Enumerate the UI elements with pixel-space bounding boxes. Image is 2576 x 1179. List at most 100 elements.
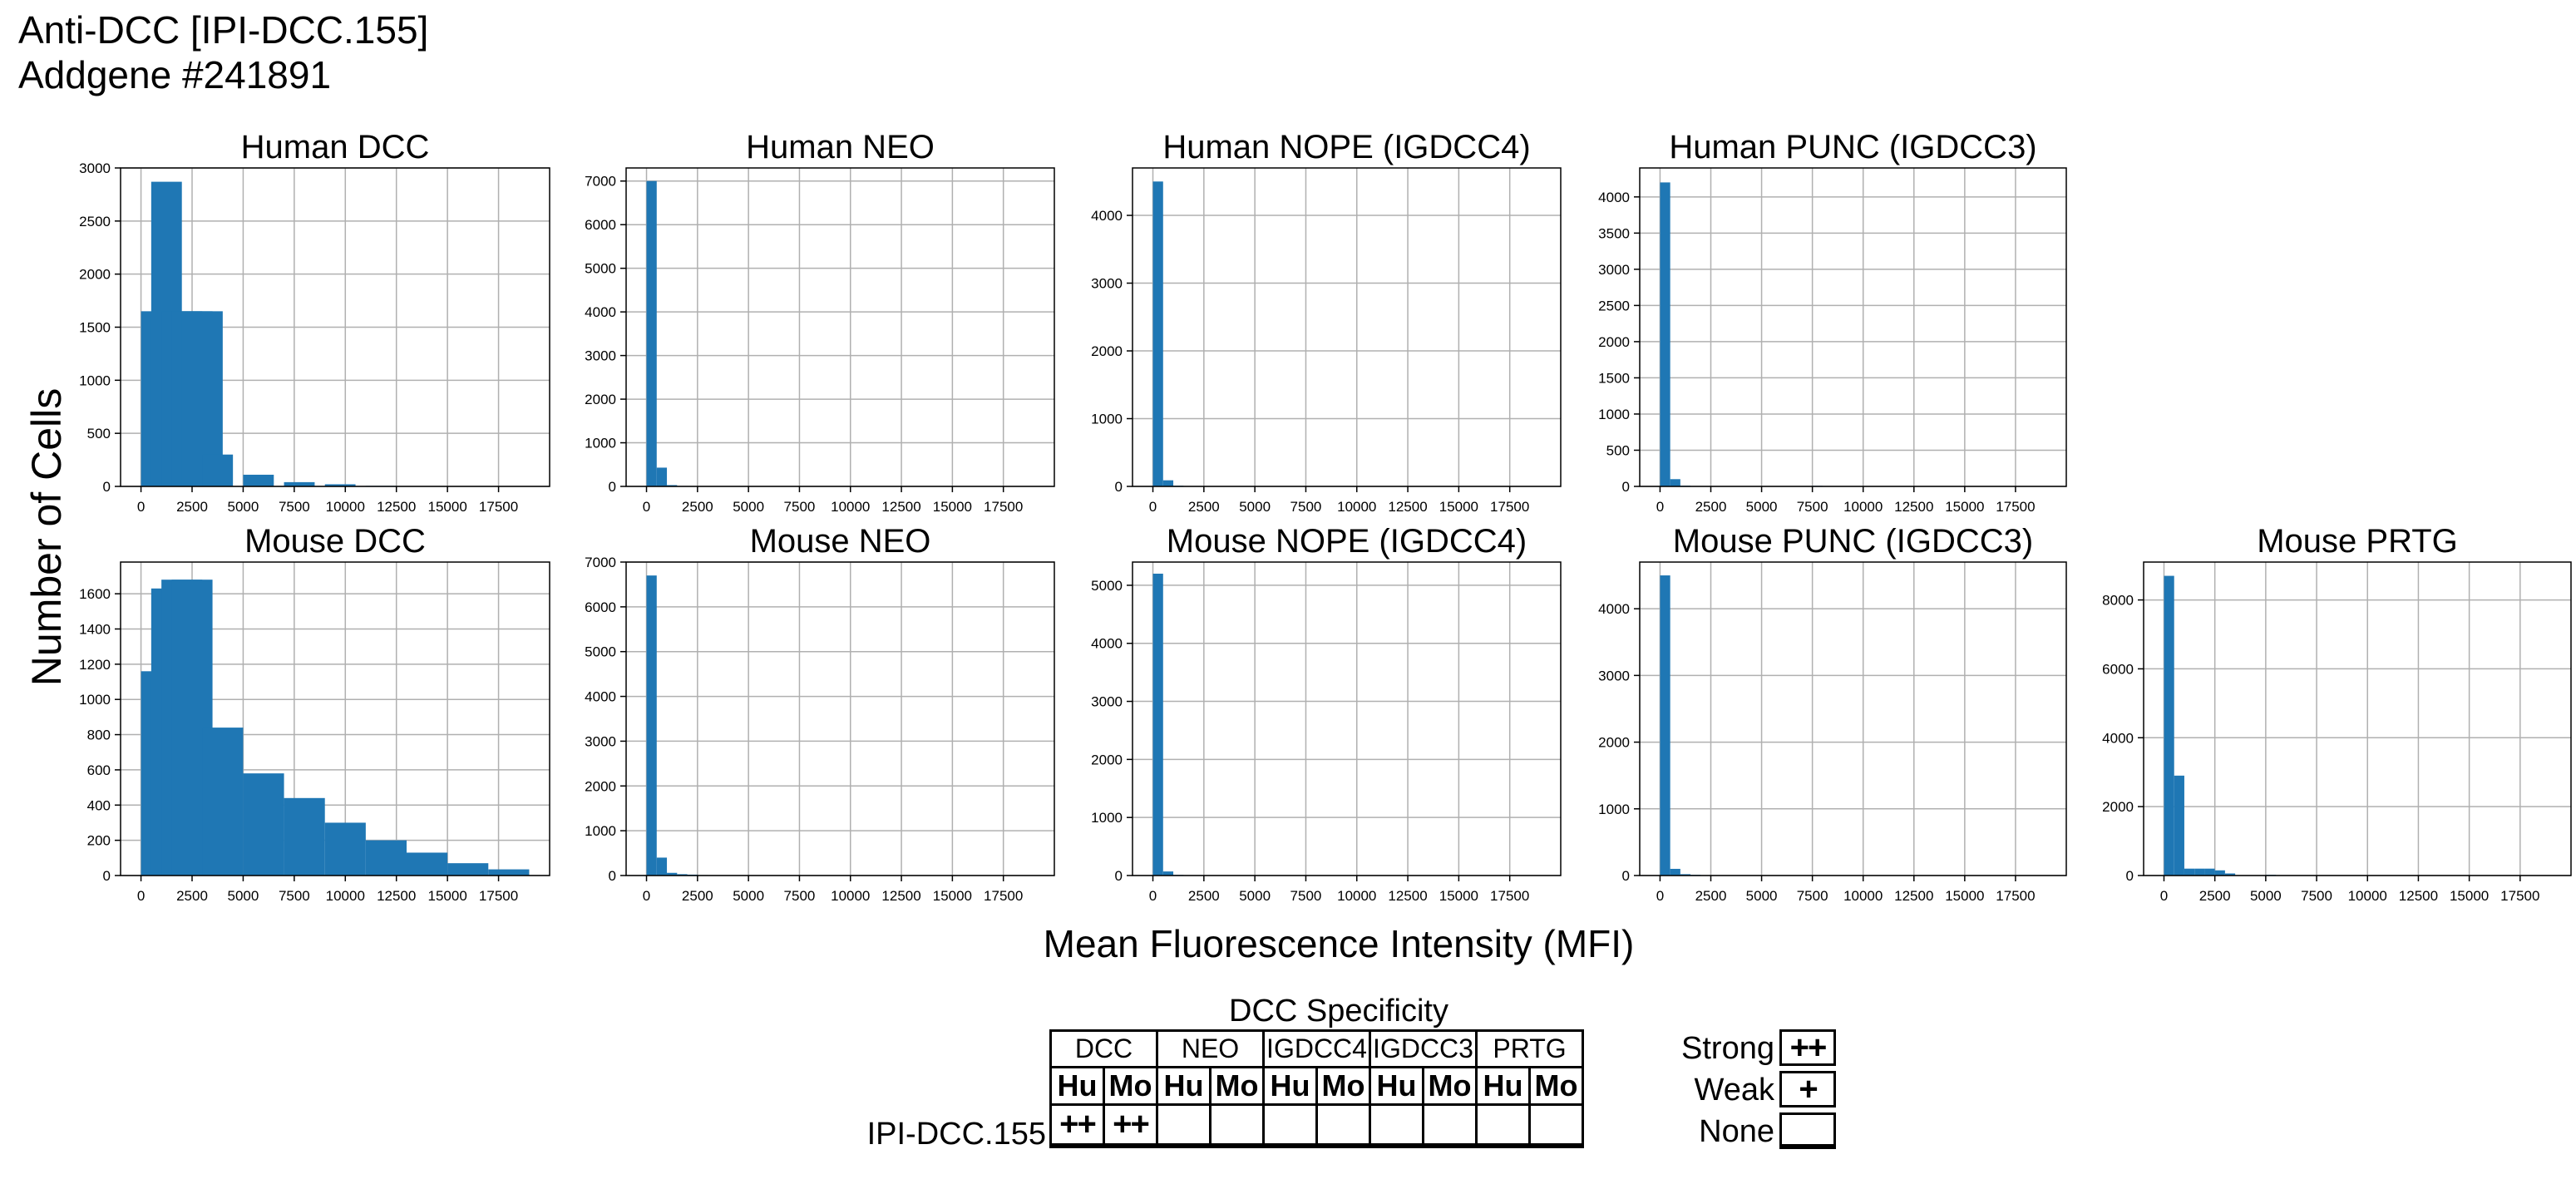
histogram-panel: 0 2500 5000 7500 10000 12500 15000 17500 0 2000 40…	[2102, 523, 2572, 904]
y-tick-label: 3000	[585, 733, 616, 749]
y-tick-label: 7000	[585, 555, 616, 570]
specificity-value-cell	[1369, 1103, 1424, 1148]
x-tick-label: 0	[137, 888, 145, 904]
chart-title: Human NOPE (IGDCC4)	[1162, 129, 1530, 165]
x-tick-label: 17500	[1996, 888, 2035, 904]
chart-title: Mouse NOPE (IGDCC4)	[1167, 523, 1527, 560]
x-tick-label: 2500	[176, 888, 208, 904]
histogram-bar	[243, 773, 284, 876]
histogram-panel: 0 2500 5000 7500 10000 12500 15000 17500 0 1000 20…	[1091, 129, 1562, 515]
x-tick-label: 12500	[1388, 888, 1427, 904]
x-tick-label: 0	[137, 499, 145, 515]
legend-symbol-none	[1779, 1112, 1836, 1149]
y-tick-label: 2000	[79, 267, 111, 283]
y-tick-label: 1000	[79, 372, 111, 388]
specificity-value-row: ++ ++	[1049, 1103, 1584, 1148]
species-header: Mo	[1209, 1066, 1265, 1106]
histogram-panel: 0 2500 5000 7500 10000 12500 15000 17500 0 1000 20…	[1091, 523, 1562, 904]
y-tick-label: 1200	[79, 657, 111, 673]
histogram-panel: 0 2500 5000 7500 10000 12500 15000 17500 0 1000 20…	[585, 523, 1055, 904]
x-tick-label: 5000	[733, 888, 764, 904]
x-tick-label: 0	[1149, 888, 1157, 904]
histogram-bar	[667, 872, 678, 876]
x-tick-label: 2500	[1695, 888, 1727, 904]
plot-frame	[1132, 561, 1562, 876]
x-tick-label: 15000	[428, 888, 467, 904]
x-tick-label: 5000	[1746, 499, 1778, 515]
specificity-value-cell: ++	[1103, 1103, 1158, 1148]
group-header-prtg: PRTG	[1475, 1029, 1584, 1068]
specificity-value-cell	[1528, 1103, 1584, 1148]
histogram-bar	[447, 863, 489, 876]
y-tick-label: 3000	[1598, 262, 1630, 278]
x-tick-label: 17500	[984, 888, 1023, 904]
y-tick-label: 2000	[585, 778, 616, 794]
specificity-table: DCC NEO IGDCC4 IGDCC3 PRTG Hu Mo Hu Mo H…	[1049, 1029, 1584, 1148]
y-tick-label: 2000	[1598, 735, 1630, 751]
x-tick-label: 7500	[1290, 888, 1322, 904]
y-tick-label: 0	[103, 868, 111, 884]
x-tick-label: 17500	[1996, 499, 2035, 515]
x-tick-label: 10000	[831, 888, 870, 904]
x-tick-label: 15000	[1439, 499, 1478, 515]
y-tick-label: 2000	[2102, 799, 2134, 815]
histogram-bar	[1670, 868, 1680, 876]
histogram-bar	[488, 869, 530, 876]
x-tick-label: 15000	[933, 888, 972, 904]
x-tick-label: 2500	[1188, 499, 1220, 515]
group-header-neo: NEO	[1156, 1029, 1265, 1068]
histogram-bar	[667, 485, 678, 486]
specificity-row-label: IPI-DCC.155	[866, 1117, 1046, 1152]
x-tick-label: 5000	[228, 888, 259, 904]
histogram-bar	[2184, 868, 2195, 876]
plot-frame	[120, 561, 550, 876]
y-tick-label: 3000	[1091, 694, 1123, 710]
y-tick-label: 200	[87, 833, 111, 849]
x-tick-label: 17500	[1490, 888, 1529, 904]
specificity-value-cell	[1209, 1103, 1265, 1148]
x-tick-label: 15000	[1439, 888, 1478, 904]
x-tick-label: 5000	[228, 499, 259, 515]
y-tick-label: 1000	[585, 436, 616, 451]
x-axis-label: Mean Fluorescence Intensity (MFI)	[1043, 922, 1635, 965]
plot-frame	[1132, 167, 1562, 487]
x-tick-label: 2500	[176, 499, 208, 515]
x-tick-label: 7500	[279, 499, 310, 515]
figure-title: Anti-DCC [IPI-DCC.155]	[18, 8, 429, 52]
x-tick-label: 2500	[1695, 499, 1727, 515]
histogram-bar	[1162, 480, 1174, 486]
x-tick-label: 15000	[2450, 888, 2489, 904]
x-tick-label: 10000	[1843, 499, 1883, 515]
histogram-bar	[1152, 573, 1163, 876]
x-tick-label: 7500	[784, 499, 816, 515]
y-tick-label: 500	[1606, 442, 1630, 458]
y-tick-label: 0	[1622, 479, 1630, 495]
x-tick-label: 0	[643, 499, 650, 515]
y-tick-label: 6000	[2102, 661, 2134, 677]
histogram-bar	[2174, 775, 2184, 876]
x-tick-label: 5000	[2250, 888, 2282, 904]
legend-label-weak: Weak	[1694, 1073, 1774, 1107]
x-tick-label: 2500	[2199, 888, 2231, 904]
specificity-value-cell	[1315, 1103, 1371, 1148]
y-tick-label: 4000	[585, 304, 616, 320]
x-tick-label: 12500	[377, 888, 416, 904]
histogram-bar	[646, 180, 657, 486]
x-tick-label: 12500	[377, 499, 416, 515]
histogram-bar	[1670, 479, 1680, 486]
histogram-bar	[646, 575, 657, 876]
y-tick-label: 800	[87, 728, 111, 743]
histogram-bar	[2194, 868, 2205, 876]
y-tick-label: 2000	[1091, 343, 1123, 359]
x-tick-label: 7500	[1797, 499, 1828, 515]
y-tick-label: 400	[87, 797, 111, 813]
histogram-bar	[656, 857, 668, 876]
y-tick-label: 2000	[1091, 752, 1123, 767]
y-tick-label: 4000	[2102, 730, 2134, 746]
species-header: Mo	[1315, 1066, 1371, 1106]
histogram-bar	[202, 728, 244, 876]
plot-frame	[625, 561, 1055, 876]
plot-frame	[1639, 561, 2067, 876]
x-tick-label: 17500	[2500, 888, 2539, 904]
y-tick-label: 7000	[585, 174, 616, 190]
